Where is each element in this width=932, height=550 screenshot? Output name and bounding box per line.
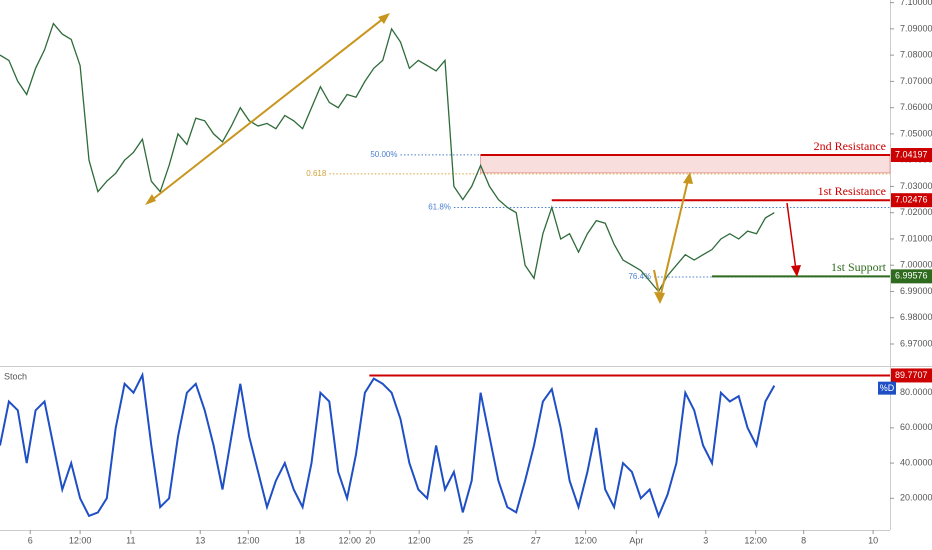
arrow-head xyxy=(378,13,390,24)
fib-label: 61.8% xyxy=(428,203,451,212)
x-tick-label: 13 xyxy=(195,535,205,545)
legend-badge xyxy=(878,381,896,395)
x-tick-label: 12:00 xyxy=(339,535,362,545)
y-tick-label: 60.0000 xyxy=(900,422,932,432)
y-tick-label: 7.05000 xyxy=(900,128,932,138)
series-line xyxy=(0,22,775,293)
trend-arrow xyxy=(659,179,689,299)
y-tick-label: 7.02000 xyxy=(900,207,932,217)
x-tick-label: 18 xyxy=(295,535,305,545)
arrows xyxy=(145,13,801,304)
level-value: 7.04197 xyxy=(895,149,928,159)
x-tick-label: 11 xyxy=(126,535,135,545)
x-tick-label: Apr xyxy=(629,535,643,545)
trend-arrow xyxy=(147,17,385,204)
level-value: 6.99576 xyxy=(895,271,928,281)
y-tick-label: 7.00000 xyxy=(900,260,932,270)
level-value-box xyxy=(891,148,932,163)
y-tick-label: 80.0000 xyxy=(900,387,932,397)
x-tick-label: 20 xyxy=(365,535,375,545)
level-value-box xyxy=(891,269,932,284)
y-tick-label: 7.09000 xyxy=(900,23,932,33)
x-tick-label: 12:00 xyxy=(408,535,431,545)
level-label: 2nd Resistance xyxy=(814,139,886,153)
y-tick-label: 40.0000 xyxy=(900,457,932,467)
fib-label: 0.618 xyxy=(306,169,327,178)
y-tick-label: 7.08000 xyxy=(900,50,932,60)
arrow-head xyxy=(791,265,801,277)
x-tick-label: 8 xyxy=(801,535,806,545)
y-tick-label: 6.98000 xyxy=(900,312,932,322)
x-tick-label: 10 xyxy=(868,535,878,545)
arrow-head xyxy=(654,292,665,304)
x-tick-label: 6 xyxy=(28,535,33,545)
series-line xyxy=(0,371,776,519)
x-tick-label: 12:00 xyxy=(574,535,597,545)
level-label: 1st Support xyxy=(831,260,887,274)
arrow-head xyxy=(145,194,156,205)
panel-title: Stoch xyxy=(4,371,27,381)
x-tick-label: 27 xyxy=(531,535,541,545)
level-value: 7.02476 xyxy=(895,195,928,205)
x-tick-label: 12:00 xyxy=(237,535,260,545)
x-tick-label: 25 xyxy=(463,535,473,545)
target-arrow xyxy=(786,202,797,271)
level-value: 89.7707 xyxy=(895,370,928,380)
arrow-head xyxy=(683,172,693,184)
y-tick-label: 20.0000 xyxy=(900,493,932,503)
level-label: 1st Resistance xyxy=(818,184,886,198)
x-tick-label: 3 xyxy=(703,535,708,545)
x-tick-label: 12:00 xyxy=(69,535,92,545)
y-tick-label: 7.10000 xyxy=(900,0,932,7)
fib-label: 50.00% xyxy=(370,150,397,159)
y-tick-label: 7.06000 xyxy=(900,102,932,112)
fib-label: 76.4% xyxy=(628,272,651,281)
y-tick-label: 7.07000 xyxy=(900,76,932,86)
y-tick-label: 7.03000 xyxy=(900,181,932,191)
resistance-zone xyxy=(480,154,891,174)
y-tick-label: 6.97000 xyxy=(900,338,932,348)
level-value-box xyxy=(891,368,932,383)
y-tick-label: 7.01000 xyxy=(900,233,932,243)
x-tick-label: 12:00 xyxy=(744,535,767,545)
level-value-box xyxy=(891,193,932,208)
legend-label: %D xyxy=(880,383,895,393)
y-tick-label: 6.99000 xyxy=(900,286,932,296)
